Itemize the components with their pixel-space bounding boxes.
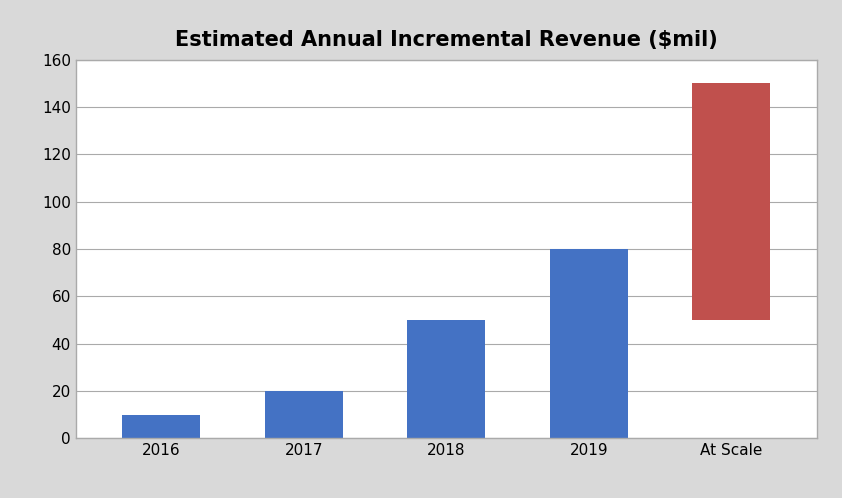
Bar bbox=[692, 83, 770, 320]
Bar bbox=[407, 320, 486, 438]
Bar bbox=[264, 391, 343, 438]
Bar bbox=[550, 249, 628, 438]
Bar bbox=[122, 414, 200, 438]
Title: Estimated Annual Incremental Revenue ($mil): Estimated Annual Incremental Revenue ($m… bbox=[175, 30, 717, 50]
